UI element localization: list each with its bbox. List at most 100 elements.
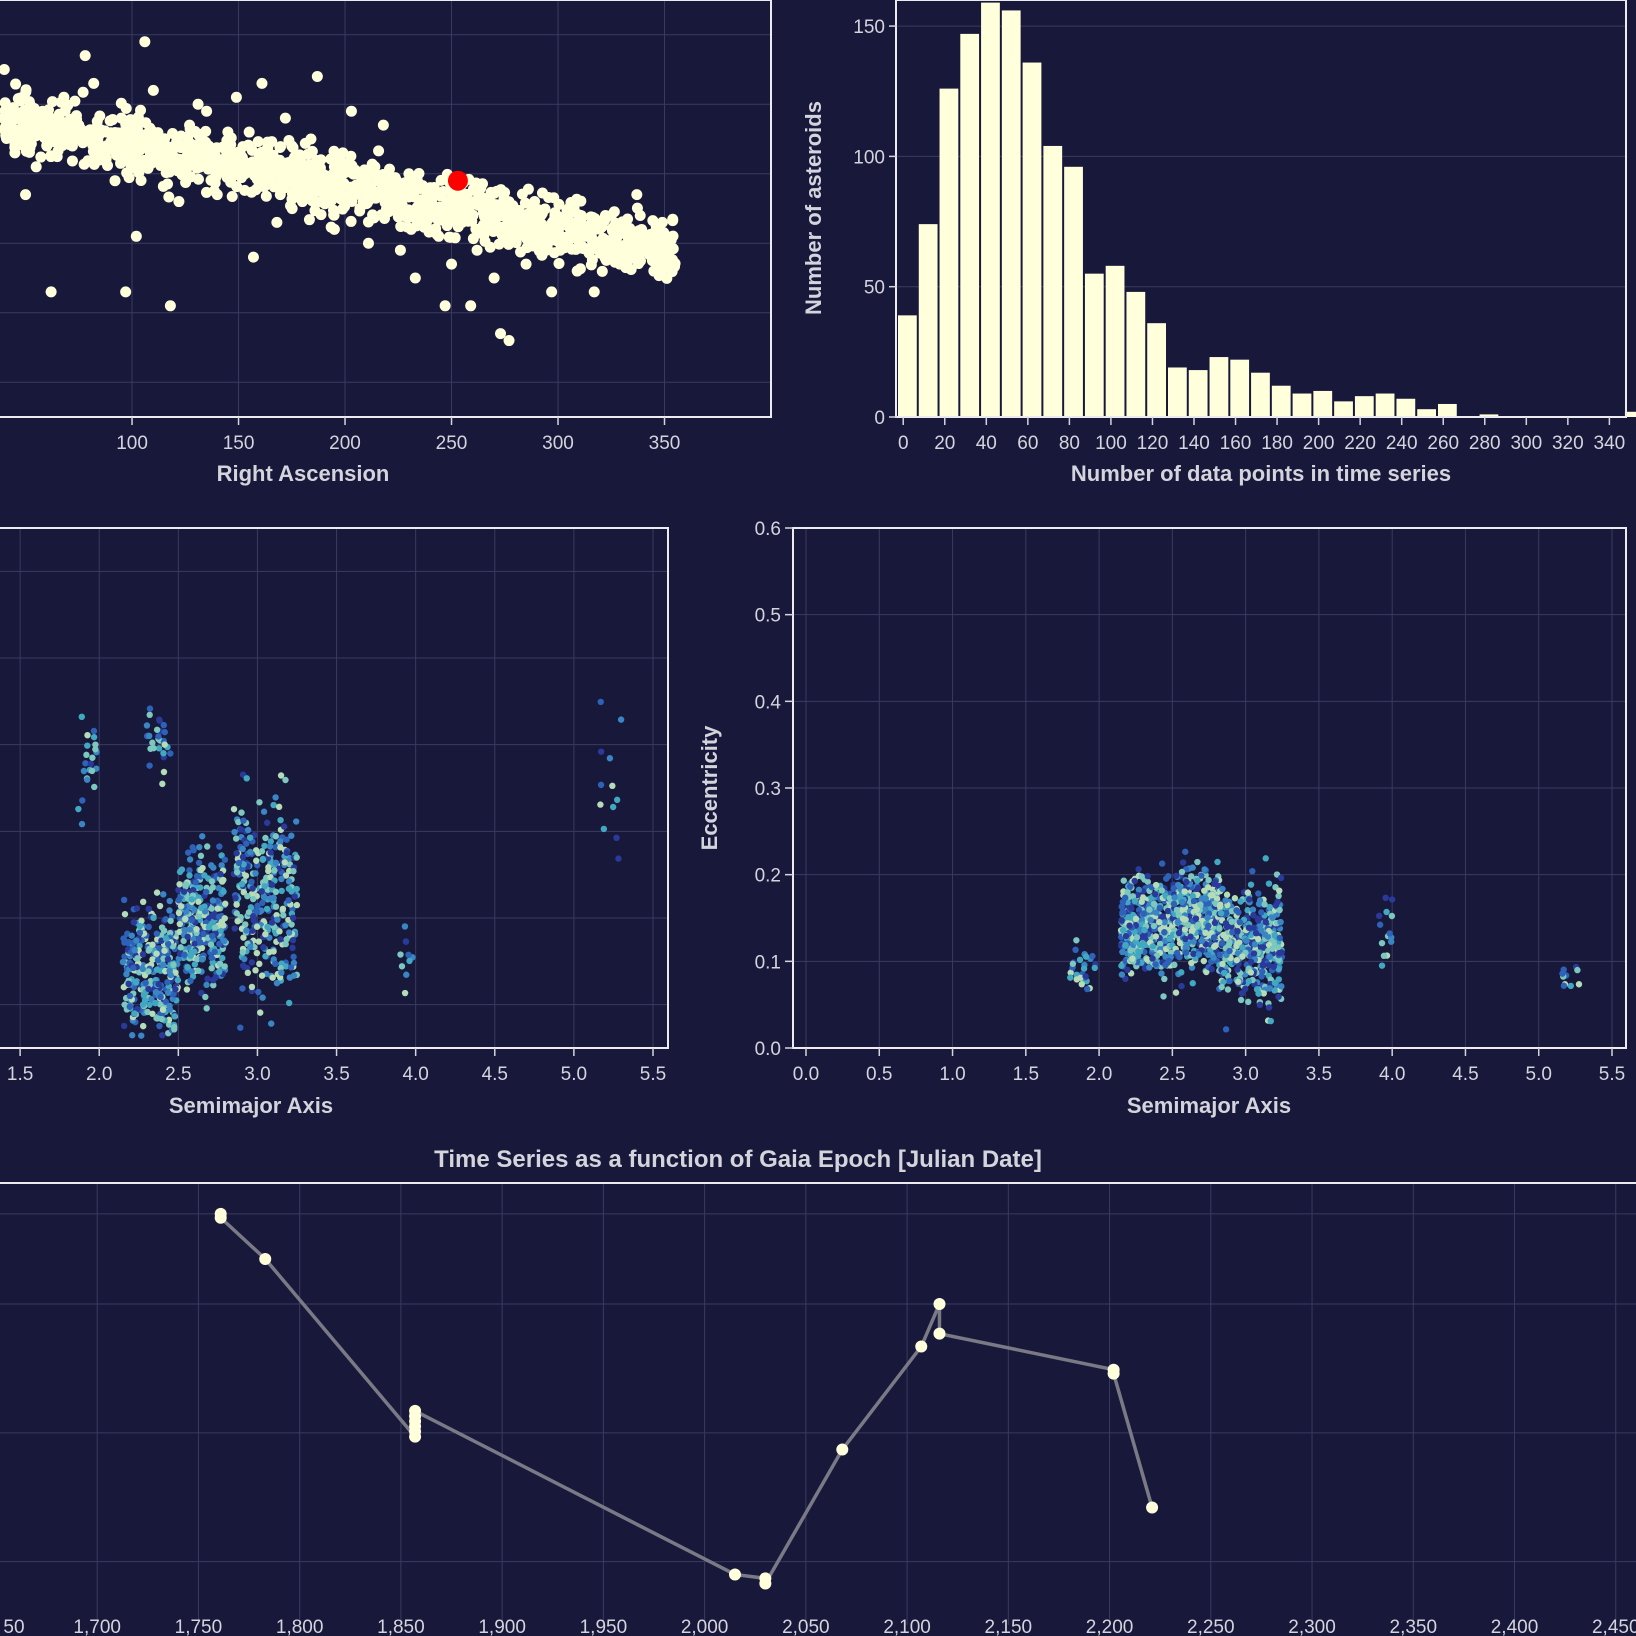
- ecc-point: [1219, 960, 1226, 968]
- ecc-point: [1271, 979, 1279, 987]
- sma-left-point: [243, 840, 250, 847]
- sma-left-point: [184, 849, 192, 856]
- ra-point: [51, 151, 63, 163]
- ecc-point: [1567, 982, 1574, 990]
- ra-point: [79, 50, 91, 62]
- ecc-point: [1089, 952, 1096, 960]
- ecc-point: [1234, 950, 1242, 957]
- ecc-point: [1082, 973, 1089, 980]
- ecc-point: [1129, 893, 1137, 900]
- ts-x-tick-label: 1,950: [580, 1617, 628, 1636]
- sma-left-point: [202, 993, 209, 1001]
- sma-left-point: [257, 1009, 264, 1016]
- sma-left-point: [176, 920, 184, 928]
- sma-left-point: [233, 910, 240, 917]
- ra-point: [285, 165, 297, 177]
- sma-left-point: [148, 995, 155, 1003]
- sma-left-point: [216, 843, 223, 850]
- sma-left-point: [216, 968, 223, 976]
- ecc-point: [1194, 877, 1201, 884]
- sma-left-point: [260, 944, 267, 951]
- sma-left-point: [203, 1005, 210, 1012]
- sma-left-point: [275, 803, 283, 811]
- sma-left-point: [167, 917, 174, 925]
- sma-left-point: [290, 972, 298, 979]
- ra-point: [494, 222, 506, 234]
- ra-point: [435, 174, 447, 186]
- ecc-point: [1223, 909, 1230, 917]
- ecc-point: [1271, 932, 1278, 939]
- hist-x-tick-label: 80: [1059, 433, 1080, 454]
- ra-point: [153, 145, 165, 157]
- ra-point: [217, 141, 229, 153]
- ra-point: [109, 175, 121, 187]
- sma-left-point: [134, 955, 141, 962]
- ra-point: [200, 186, 212, 198]
- ts-point: [1107, 1367, 1120, 1380]
- ecc-point: [1278, 983, 1285, 990]
- ra-point: [262, 177, 274, 189]
- sma-left-point: [268, 919, 276, 926]
- sma-left-point: [609, 803, 617, 811]
- ecc-point: [1170, 900, 1178, 908]
- ecc-point: [1208, 965, 1215, 973]
- ra-x-tick-label: 100: [116, 433, 148, 454]
- ra-point: [644, 228, 656, 240]
- hist-bar: [1624, 411, 1636, 417]
- sma-left-point: [232, 894, 239, 902]
- ra-point: [260, 190, 272, 202]
- ecc-y-tick-label: 0.0: [755, 1039, 781, 1060]
- ra-point: [439, 300, 451, 312]
- ra-point: [345, 105, 357, 117]
- ecc-point: [1222, 920, 1230, 927]
- ecc-point: [1194, 884, 1202, 892]
- ecc-point: [1141, 926, 1148, 934]
- ra-point: [457, 213, 469, 225]
- sma-left-point: [260, 808, 268, 815]
- ecc-point: [1388, 912, 1396, 920]
- ecc-point: [1233, 942, 1240, 950]
- ecc-point: [1133, 934, 1141, 941]
- ra-point: [450, 189, 462, 201]
- sma-left-point: [273, 979, 281, 987]
- ecc-point: [1194, 858, 1201, 866]
- ra-point: [303, 214, 315, 226]
- sma-left-point: [166, 907, 173, 914]
- ra-point: [202, 142, 214, 154]
- ecc-point: [1131, 898, 1139, 905]
- ecc-point: [1216, 951, 1223, 959]
- sma-left-point: [159, 1031, 166, 1039]
- ecc-point: [1275, 993, 1282, 1000]
- ecc-point: [1210, 934, 1218, 941]
- ecc-x-tick-label: 1.5: [1013, 1064, 1039, 1085]
- ecc-point: [1276, 906, 1283, 914]
- sma-left-point: [138, 1032, 145, 1039]
- sma-left-point: [272, 960, 279, 968]
- ecc-point: [1122, 941, 1129, 949]
- sma-left-point: [195, 898, 202, 905]
- ra-point: [247, 251, 259, 263]
- ra-point: [614, 243, 626, 255]
- sma-left-point: [202, 888, 210, 896]
- sma-left-point: [203, 981, 210, 989]
- ra-point: [607, 233, 619, 245]
- ra-point: [57, 138, 69, 150]
- sma-left-point: [119, 958, 127, 966]
- sma-left-point: [205, 924, 212, 931]
- ecc-point: [1217, 910, 1225, 917]
- ecc-point: [1161, 919, 1168, 926]
- ra-point: [238, 155, 250, 167]
- hist-bar: [1375, 393, 1395, 417]
- ra-point: [324, 189, 336, 201]
- sma-left-point: [288, 832, 295, 839]
- sma-left-point: [214, 897, 221, 905]
- sma-left-point: [401, 989, 409, 997]
- ra-point: [596, 265, 608, 277]
- ts-point: [933, 1298, 946, 1311]
- sma-left-point: [277, 936, 284, 943]
- histogram-y-axis-title: Number of asteroids: [801, 101, 826, 315]
- sma-left-point: [75, 805, 82, 813]
- sma-left-point: [209, 932, 216, 940]
- ecc-point: [1245, 977, 1253, 985]
- ecc-point: [1118, 962, 1125, 969]
